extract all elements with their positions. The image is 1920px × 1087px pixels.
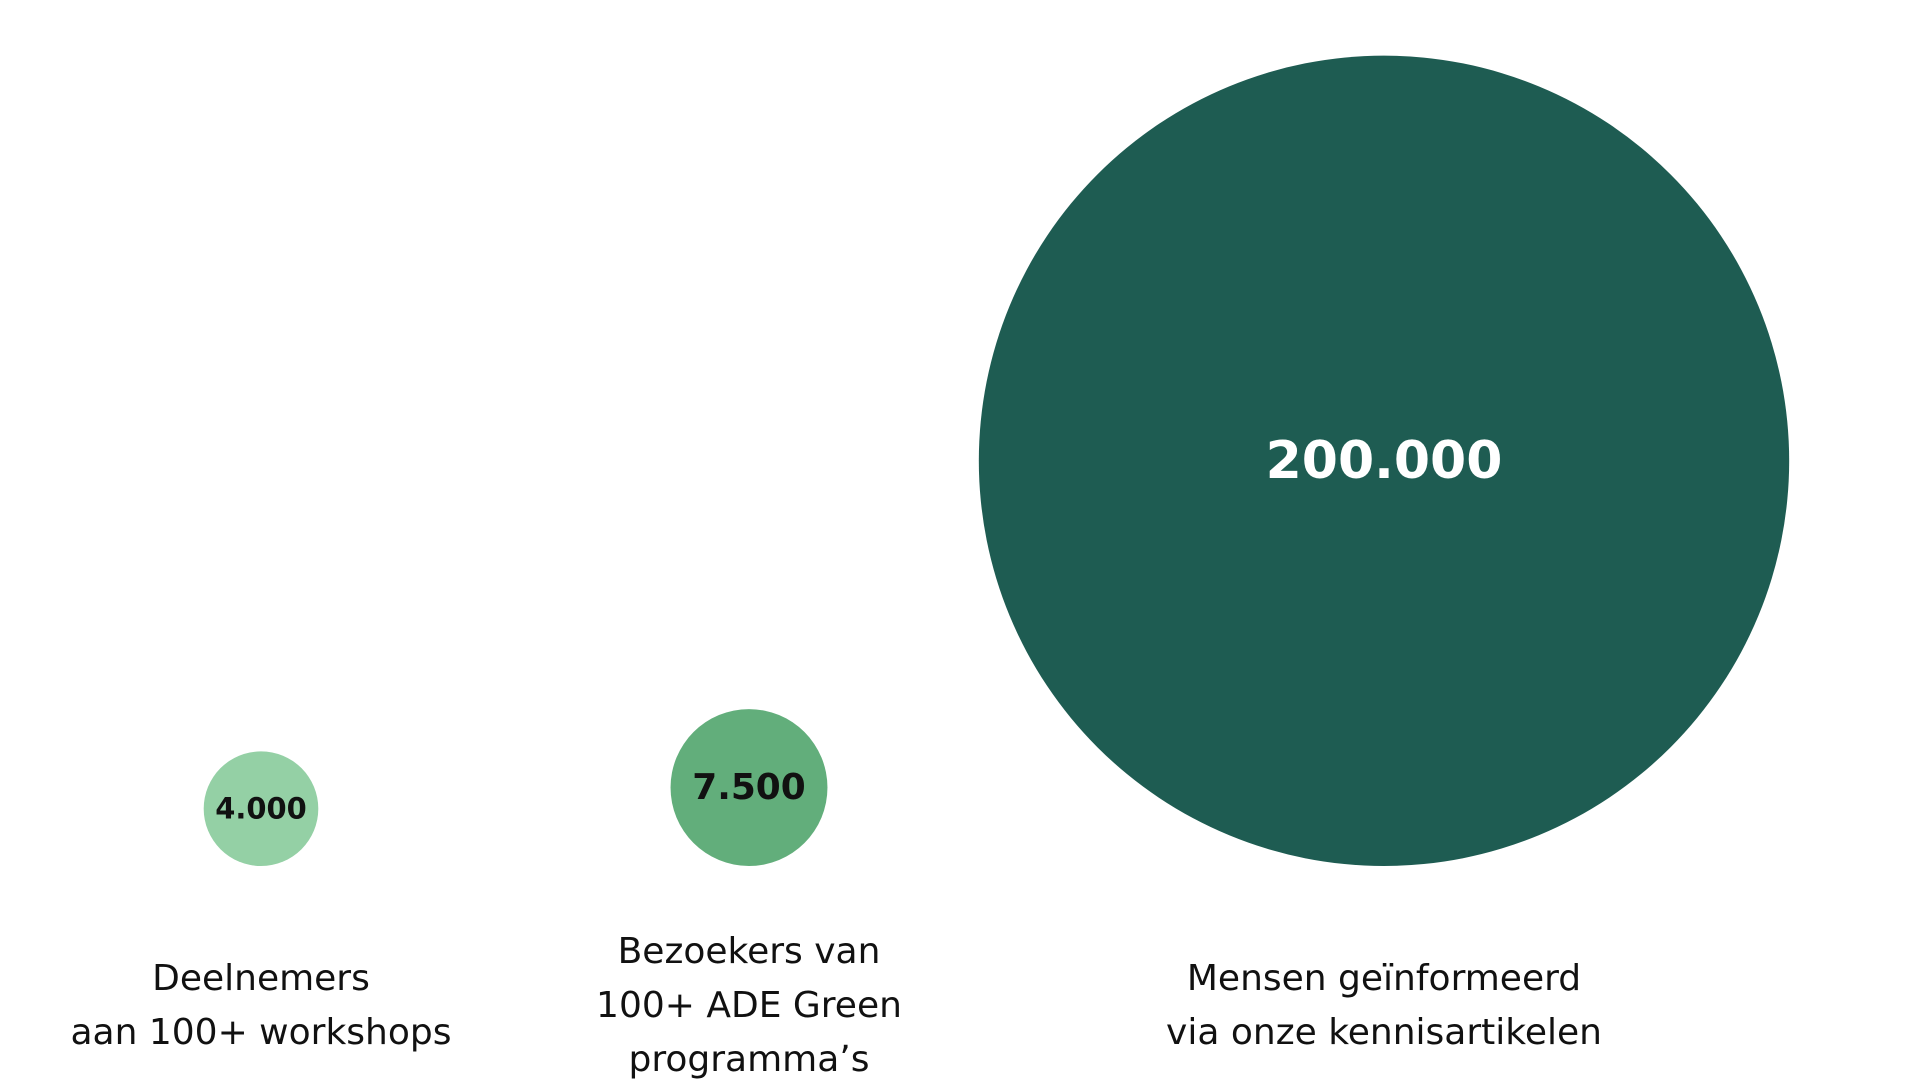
- category-label: Deelnemers aan 100+ workshops: [70, 958, 452, 1053]
- category-label: Bezoekers van 100+ ADE Green programma’s: [596, 931, 902, 1080]
- bubble: [203, 751, 319, 866]
- value-label: 200.000: [1266, 431, 1503, 491]
- value-label: 4.000: [215, 792, 306, 826]
- category-label: Mensen geïnformeerd via onze kennisartik…: [1166, 958, 1602, 1053]
- bubble: [978, 55, 1790, 866]
- value-label: 7.500: [692, 767, 805, 808]
- bubble: [670, 709, 828, 866]
